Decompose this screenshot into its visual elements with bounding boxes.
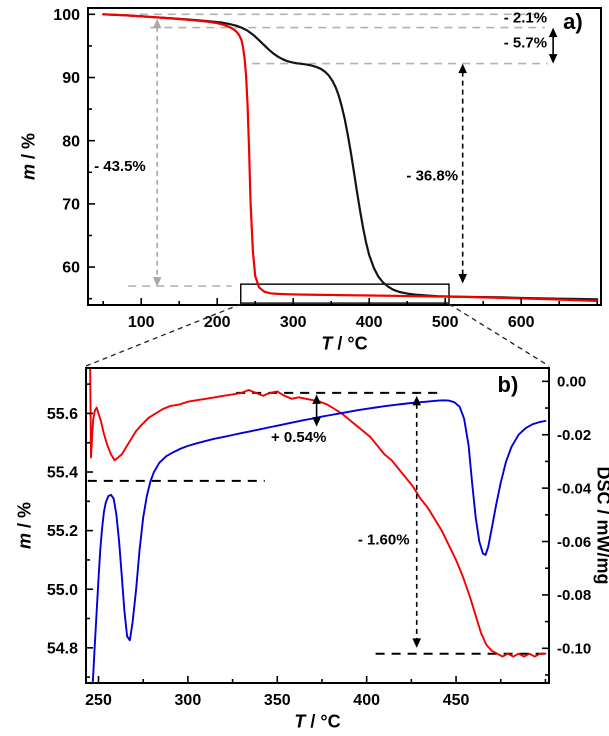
series-tga-black	[102, 13, 599, 301]
annotation-label: - 1.60%	[358, 532, 410, 549]
x-tick-label: 450	[443, 692, 470, 709]
y-tick-label: 55.4	[47, 465, 78, 482]
series-tga-red	[102, 13, 599, 302]
zoom-connector-line	[448, 303, 550, 367]
dsc-axis-title: DSC / mW/mg	[594, 466, 609, 584]
x-tick-label: 250	[85, 692, 112, 709]
y-axis-title: m / %	[14, 502, 34, 549]
zoom-region-box	[240, 283, 450, 304]
axis-ticks	[86, 380, 549, 683]
axes-frame	[87, 7, 602, 306]
x-tick-label: 600	[508, 314, 535, 331]
axis-ticks	[88, 13, 599, 305]
x-axis-title: T / °C	[294, 711, 340, 731]
dsc-tick-label: -0.02	[557, 427, 591, 444]
x-tick-label: 300	[280, 314, 307, 331]
y-tick-label: 100	[53, 7, 80, 24]
annotation-arrow	[312, 394, 321, 427]
panel-label-a: a)	[563, 9, 583, 34]
y-tick-label: 55.6	[47, 406, 78, 423]
axes-frame	[85, 367, 550, 684]
dsc-tick-label: 0.00	[557, 374, 586, 391]
y-tick-label: 60	[62, 260, 80, 277]
y-tick-label: 54.8	[47, 640, 78, 657]
y-axis-title: m / %	[18, 133, 38, 180]
y-tick-label: 70	[62, 196, 80, 213]
annotation-label: + 0.54%	[271, 429, 326, 446]
annotation-label: - 36.8%	[406, 168, 458, 185]
annotation-arrow	[412, 395, 422, 648]
dsc-tick-label: -0.10	[557, 641, 591, 658]
annotation-label: - 5.7%	[504, 34, 547, 51]
x-tick-label: 350	[264, 692, 291, 709]
series-mass-red	[89, 368, 547, 658]
y-tick-label: 55.0	[47, 582, 78, 599]
dsc-tick-label: -0.04	[557, 480, 592, 497]
annotation-arrow	[458, 63, 467, 284]
annotation-arrow	[548, 27, 558, 64]
y-tick-label: 90	[62, 70, 80, 87]
x-tick-label: 200	[204, 314, 231, 331]
x-tick-label: 400	[353, 692, 380, 709]
annotation-label: - 2.1%	[504, 10, 547, 27]
panel-a: - 2.1% - 5.7% - 36.8% - 43.5% 100 200 300 400 50…	[18, 7, 602, 353]
x-tick-label: 500	[432, 314, 459, 331]
dsc-tick-label: -0.08	[557, 587, 591, 604]
y-tick-label: 55.2	[47, 523, 78, 540]
dsc-tick-label: -0.06	[557, 534, 591, 551]
panel-label-b: b)	[498, 372, 519, 397]
annotation-arrow	[152, 18, 162, 287]
series-dsc-blue	[91, 399, 547, 683]
x-tick-label: 100	[128, 314, 155, 331]
annotation-label: - 43.5%	[94, 158, 146, 175]
x-tick-label: 400	[356, 314, 383, 331]
x-tick-label: 300	[175, 692, 202, 709]
y-tick-label: 80	[62, 133, 80, 150]
zoom-connector-line	[85, 303, 242, 367]
x-axis-title: T / °C	[321, 333, 367, 353]
panel-b: + 0.54% - 1.60% 250 300 350 400 450 54.8 55.0 55.…	[14, 367, 609, 731]
